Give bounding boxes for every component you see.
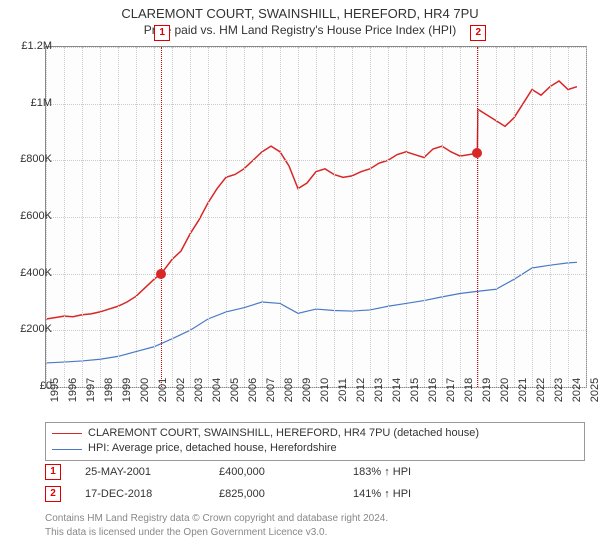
gridline-vertical	[460, 47, 461, 387]
x-axis-label: 2011	[337, 378, 349, 402]
legend-swatch	[52, 449, 82, 450]
y-axis-label: £1.2M	[21, 40, 52, 52]
x-axis-label: 2013	[373, 378, 385, 402]
x-axis-label: 2012	[355, 378, 367, 402]
x-axis-label: 2021	[517, 378, 529, 402]
x-axis-label: 2008	[283, 378, 295, 402]
gridline-vertical	[586, 47, 587, 387]
marker-ref-id: 1	[45, 464, 61, 480]
y-axis-label: £200K	[20, 323, 52, 335]
footer-line-1: Contains HM Land Registry data © Crown c…	[45, 512, 388, 526]
gridline-vertical	[64, 47, 65, 387]
gridline-vertical	[496, 47, 497, 387]
gridline-vertical	[118, 47, 119, 387]
marker-reference-table: 1 25-MAY-2001 £400,000 183% ↑ HPI 2 17-DEC-20…	[45, 464, 463, 508]
gridline-vertical	[262, 47, 263, 387]
gridline-vertical	[136, 47, 137, 387]
marker-ref-row: 1 25-MAY-2001 £400,000 183% ↑ HPI	[45, 464, 463, 480]
gridline-vertical	[352, 47, 353, 387]
x-axis-label: 2022	[535, 378, 547, 402]
gridline-vertical	[100, 47, 101, 387]
legend-label: CLAREMONT COURT, SWAINSHILL, HEREFORD, H…	[88, 426, 479, 441]
gridline-vertical	[298, 47, 299, 387]
x-axis-label: 2004	[211, 378, 223, 402]
gridline-vertical	[388, 47, 389, 387]
gridline-vertical	[226, 47, 227, 387]
marker-ref-price: £400,000	[219, 466, 329, 478]
chart-plot-area: 12	[45, 46, 587, 388]
gridline-vertical	[532, 47, 533, 387]
x-axis-label: 2016	[427, 378, 439, 402]
x-axis-label: 1999	[121, 378, 133, 402]
chart-subtitle: Price paid vs. HM Land Registry's House …	[0, 23, 600, 41]
gridline-vertical	[550, 47, 551, 387]
chart-title: CLAREMONT COURT, SWAINSHILL, HEREFORD, H…	[0, 0, 600, 23]
gridline-vertical	[406, 47, 407, 387]
marker-ref-hpi: 141% ↑ HPI	[353, 488, 463, 500]
y-axis-label: £800K	[20, 153, 52, 165]
gridline-vertical	[334, 47, 335, 387]
x-axis-label: 2001	[157, 378, 169, 402]
marker-box-2: 2	[470, 25, 486, 41]
x-axis-label: 2018	[463, 378, 475, 402]
y-axis-label: £600K	[20, 210, 52, 222]
gridline-vertical	[280, 47, 281, 387]
x-axis-label: 2010	[319, 378, 331, 402]
gridline-vertical	[424, 47, 425, 387]
x-axis-label: 2006	[247, 378, 259, 402]
gridline-vertical	[244, 47, 245, 387]
marker-dot-2	[472, 148, 482, 158]
x-axis-label: 2005	[229, 378, 241, 402]
x-axis-label: 2007	[265, 378, 277, 402]
legend-label: HPI: Average price, detached house, Here…	[88, 441, 337, 456]
gridline-vertical	[190, 47, 191, 387]
gridline-vertical	[316, 47, 317, 387]
series-line-blue	[46, 262, 577, 363]
marker-ref-date: 25-MAY-2001	[85, 466, 195, 478]
gridline-vertical	[514, 47, 515, 387]
marker-line-1	[161, 47, 162, 387]
x-axis-label: 2019	[481, 378, 493, 402]
footer-line-2: This data is licensed under the Open Gov…	[45, 526, 388, 540]
y-axis-label: £400K	[20, 267, 52, 279]
x-axis-label: 2009	[301, 378, 313, 402]
gridline-vertical	[82, 47, 83, 387]
y-axis-label: £1M	[31, 97, 52, 109]
marker-line-2	[477, 47, 478, 387]
chart-footer: Contains HM Land Registry data © Crown c…	[45, 512, 388, 539]
gridline-vertical	[370, 47, 371, 387]
x-axis-label: 2002	[175, 378, 187, 402]
marker-dot-1	[156, 269, 166, 279]
legend-swatch	[52, 433, 82, 434]
marker-box-1: 1	[154, 25, 170, 41]
marker-ref-price: £825,000	[219, 488, 329, 500]
marker-ref-id: 2	[45, 486, 61, 502]
x-axis-label: 1996	[67, 378, 79, 402]
gridline-vertical	[172, 47, 173, 387]
x-axis-label: 2020	[499, 378, 511, 402]
gridline-vertical	[154, 47, 155, 387]
legend-item: HPI: Average price, detached house, Here…	[52, 441, 578, 456]
x-axis-label: 2003	[193, 378, 205, 402]
series-line-red	[46, 81, 577, 319]
x-axis-label: 2023	[553, 378, 565, 402]
x-axis-label: 1995	[49, 378, 61, 402]
x-axis-label: 2015	[409, 378, 421, 402]
x-axis-label: 2000	[139, 378, 151, 402]
x-axis-label: 2025	[589, 378, 600, 402]
marker-ref-row: 2 17-DEC-2018 £825,000 141% ↑ HPI	[45, 486, 463, 502]
x-axis-label: 2017	[445, 378, 457, 402]
x-axis-label: 2024	[571, 378, 583, 402]
chart-container: CLAREMONT COURT, SWAINSHILL, HEREFORD, H…	[0, 0, 600, 560]
x-axis-label: 1997	[85, 378, 97, 402]
gridline-vertical	[568, 47, 569, 387]
x-axis-label: 2014	[391, 378, 403, 402]
marker-ref-date: 17-DEC-2018	[85, 488, 195, 500]
legend-item: CLAREMONT COURT, SWAINSHILL, HEREFORD, H…	[52, 426, 578, 441]
gridline-vertical	[208, 47, 209, 387]
marker-ref-hpi: 183% ↑ HPI	[353, 466, 463, 478]
gridline-vertical	[442, 47, 443, 387]
x-axis-label: 1998	[103, 378, 115, 402]
chart-legend: CLAREMONT COURT, SWAINSHILL, HEREFORD, H…	[45, 422, 585, 461]
